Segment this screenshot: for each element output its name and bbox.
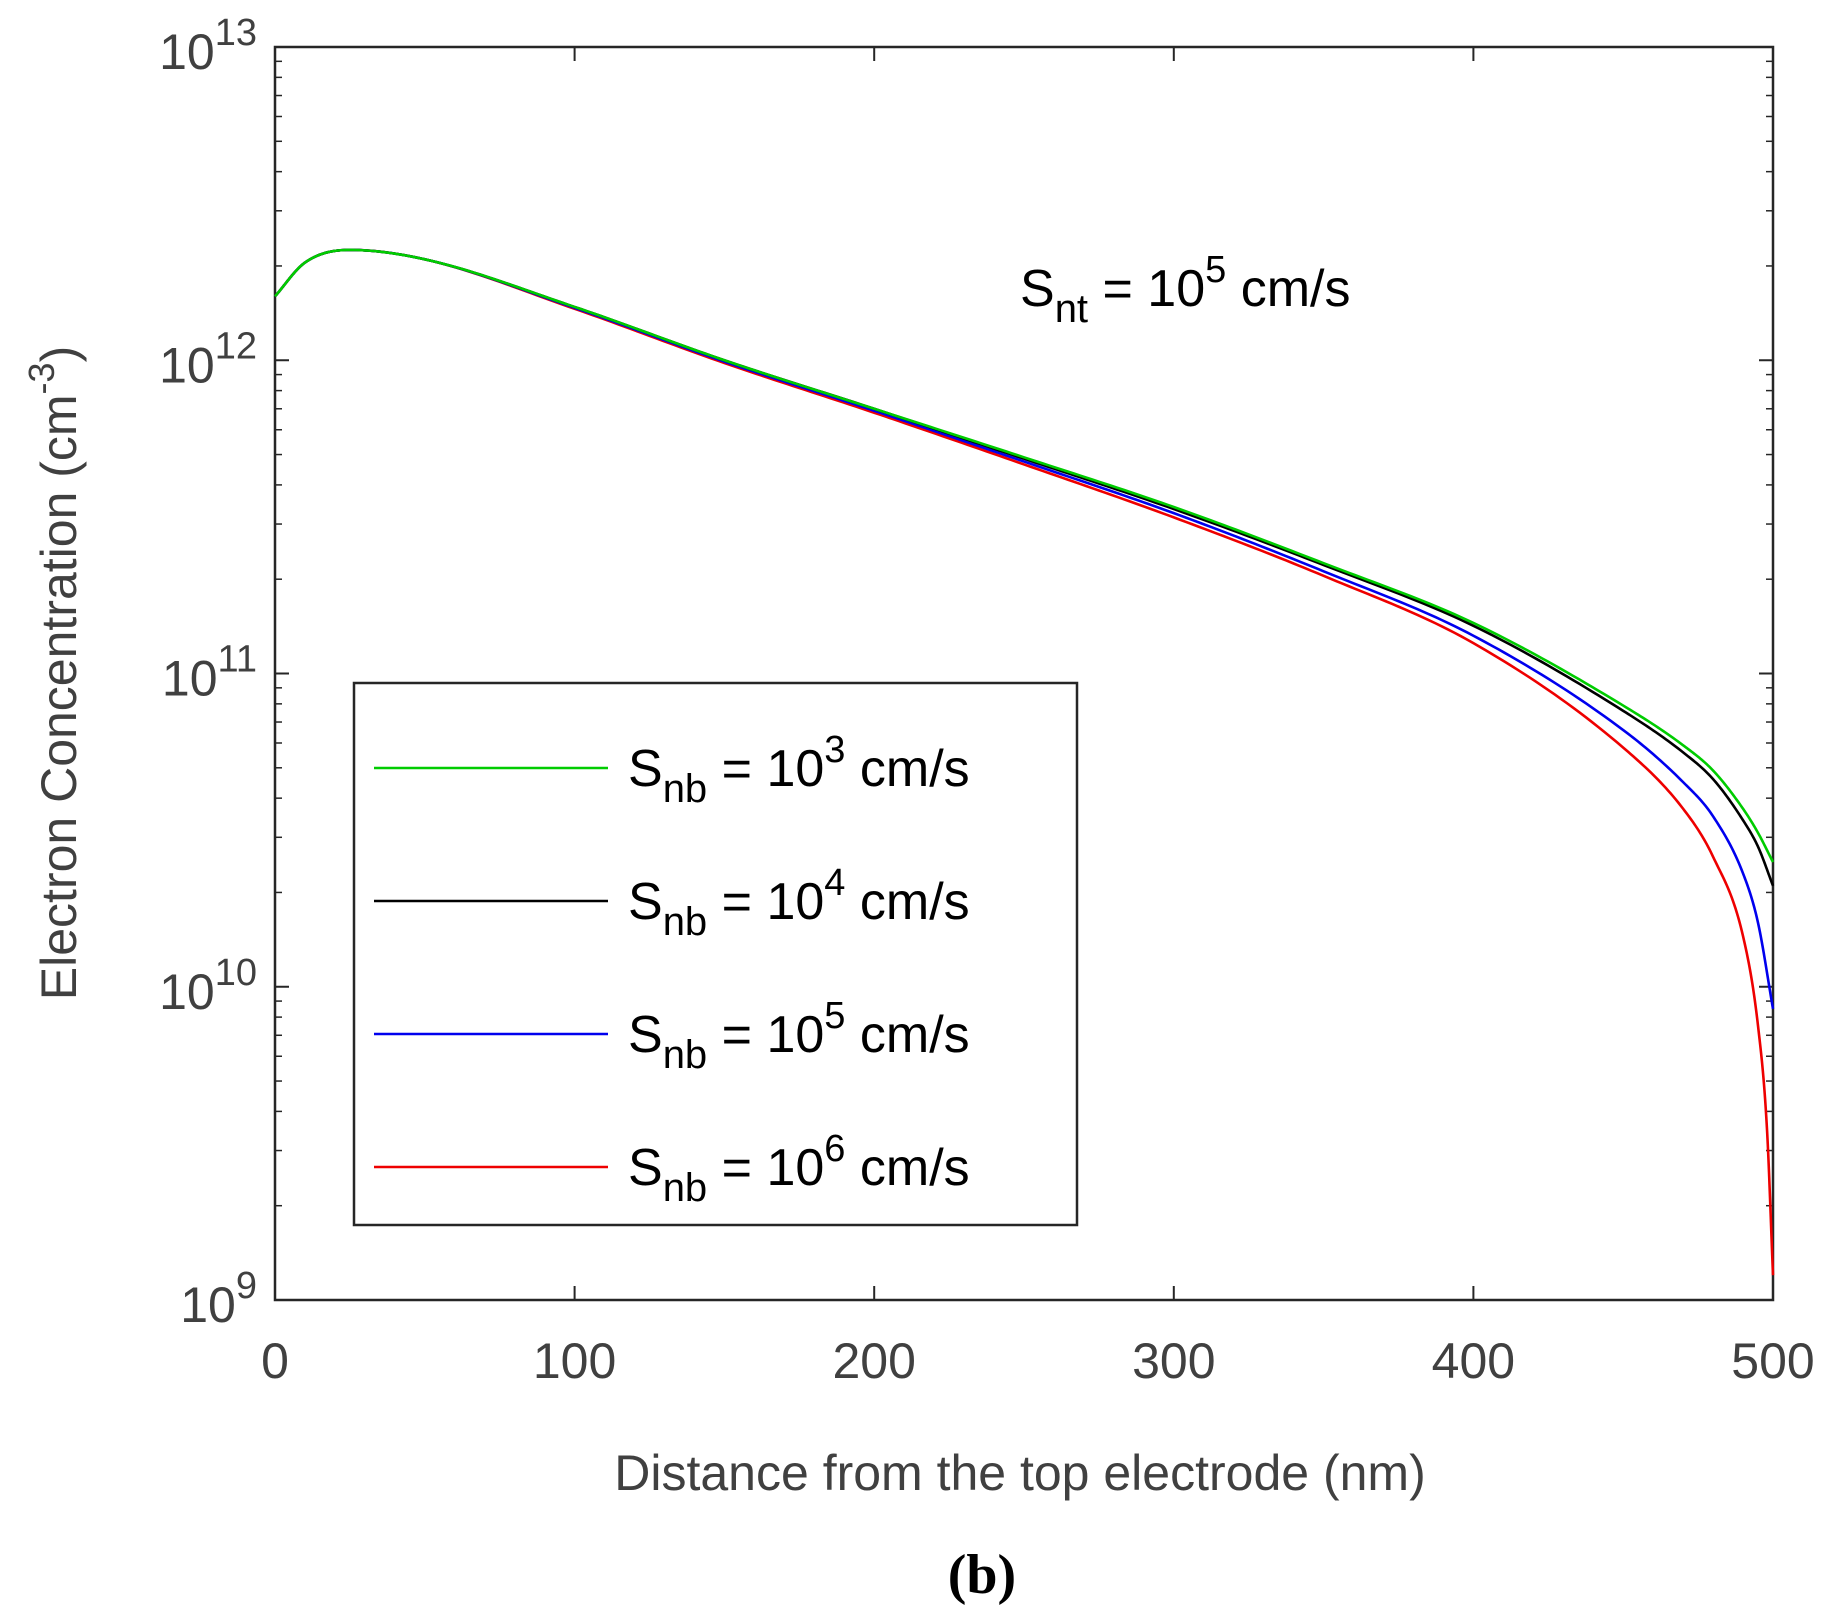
annotation-text: Snt = 105 cm/s: [1020, 249, 1351, 331]
x-tick-label: 300: [1132, 1333, 1215, 1389]
y-tick-label: 1013: [159, 12, 257, 80]
y-axis-label: Electron Concentration (cm-3): [21, 346, 87, 1000]
x-tick-label: 200: [832, 1333, 915, 1389]
y-axis-label-exponent: -3: [21, 362, 62, 394]
legend-label: Snb = 104 cm/s: [628, 862, 970, 944]
annotation-subscript: nt: [1055, 287, 1088, 331]
x-tick-label: 500: [1731, 1333, 1814, 1389]
series-lines: [274, 248, 1775, 1276]
x-tick-label: 100: [533, 1333, 616, 1389]
y-tick-label: 1012: [159, 325, 257, 393]
y-axis-label-suffix: ): [31, 346, 87, 363]
y-axis-label-main: Electron Concentration (cm: [31, 394, 87, 1000]
x-tick-label: 400: [1432, 1333, 1515, 1389]
legend: Snb = 103 cm/s Snb = 104 cm/s Snb = 105 cm…: [352, 681, 1079, 1227]
y-tick-label: 1011: [162, 639, 257, 707]
x-axis-label: Distance from the top electrode (nm): [614, 1445, 1425, 1501]
series-line: [274, 248, 1775, 863]
y-tick-label: 109: [180, 1265, 257, 1333]
legend-box: [352, 681, 1079, 1227]
x-tick-labels: 0 100 200 300 400 500: [261, 1333, 1815, 1389]
annotation-prefix: S: [1020, 260, 1055, 318]
panel-label: (b): [948, 1544, 1016, 1606]
annotation-suffix: cm/s: [1226, 260, 1350, 318]
x-tick-label: 0: [261, 1333, 289, 1389]
y-tick-label: 1010: [159, 952, 257, 1020]
annotation-middle: = 10: [1088, 260, 1205, 318]
legend-label: Snb = 106 cm/s: [628, 1128, 970, 1210]
annotation-superscript: 5: [1205, 249, 1226, 291]
y-tick-labels: 109 1010 1011 1012 1013: [159, 12, 257, 1333]
legend-label: Snb = 105 cm/s: [628, 995, 970, 1077]
legend-label: Snb = 103 cm/s: [628, 729, 970, 811]
